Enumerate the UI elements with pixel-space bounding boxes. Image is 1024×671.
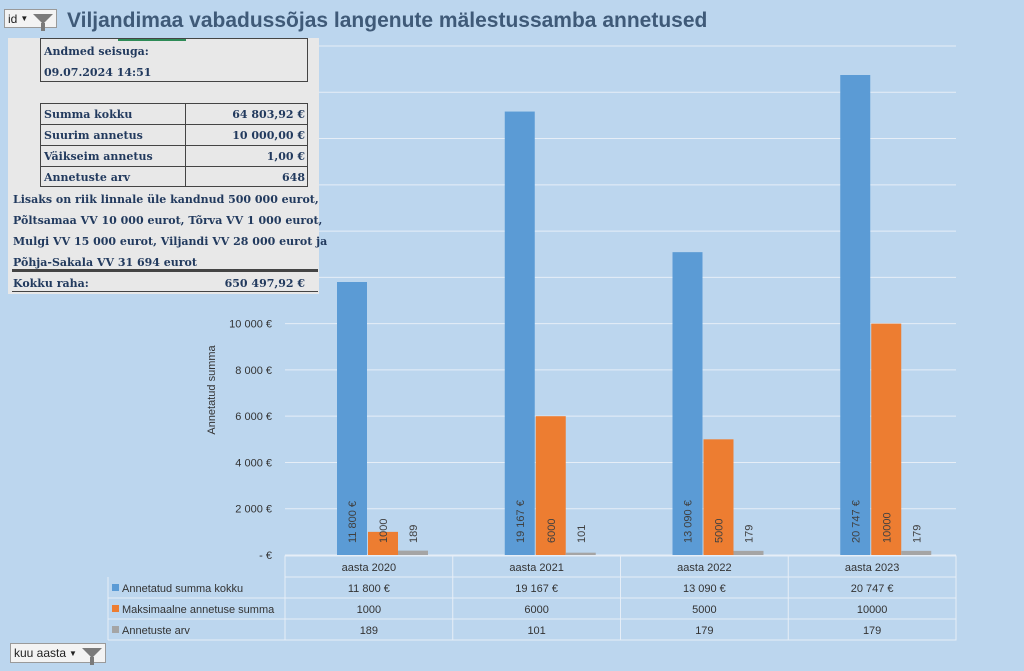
id-filter-label: id (8, 11, 18, 26)
data-label: 6000 (546, 519, 558, 543)
date-label: Andmed seisuga: (44, 45, 149, 58)
year-month-filter-label: kuu aasta (14, 646, 67, 660)
id-filter-button[interactable]: id ▼ (4, 9, 58, 31)
total-divider (12, 269, 318, 272)
table-cell: 189 (360, 625, 378, 637)
bar-total (672, 252, 703, 555)
data-label: 20 747 € (850, 500, 862, 543)
dropdown-arrow-icon: ▼ (20, 14, 29, 23)
data-label: 179 (744, 525, 756, 543)
bar-total (504, 111, 535, 555)
total-underline (12, 291, 318, 292)
y-tick-label: 4 000 € (235, 457, 272, 469)
y-tick-label: 2 000 € (235, 504, 272, 516)
stat-label-min: Väikseim annetus (44, 150, 153, 163)
bar-count (398, 550, 428, 555)
date-box (40, 38, 308, 82)
y-tick-label: 6 000 € (235, 411, 272, 423)
data-label: 101 (576, 525, 588, 543)
data-label: 10000 (881, 512, 893, 543)
year-month-filter-button[interactable]: kuu aasta ▼ (10, 643, 106, 665)
x-tick-label: aasta 2021 (509, 562, 563, 574)
legend-key (112, 584, 119, 591)
x-tick-label: aasta 2023 (845, 562, 899, 574)
table-cell: 20 747 € (851, 583, 894, 595)
filter-funnel-icon (33, 13, 54, 31)
legend-entry: Annetuste arv (122, 625, 190, 637)
bar-max (871, 323, 902, 555)
legend-entry: Annetatud summa kokku (122, 583, 243, 595)
table-cell: 13 090 € (683, 583, 726, 595)
summary-panel: Andmed seisuga: 09.07.2024 14:51 Summa k… (8, 38, 327, 294)
bar-max (368, 531, 398, 555)
y-axis-label: Annetatud summa (206, 344, 218, 434)
stats-row-divider (40, 124, 308, 125)
y-tick-label: - € (259, 550, 272, 562)
stats-row-divider (40, 166, 308, 167)
bar-count (901, 550, 932, 555)
stat-value-count: 648 (282, 171, 305, 184)
table-cell: 179 (695, 625, 713, 637)
x-tick-label: aasta 2020 (342, 562, 396, 574)
data-label: 1000 (378, 519, 390, 543)
data-label: 13 090 € (683, 500, 695, 543)
table-cell: 5000 (692, 604, 716, 616)
note-line: Põhja-Sakala VV 31 694 eurot (13, 256, 197, 269)
stat-label-total: Summa kokku (44, 108, 133, 121)
bar-count (733, 550, 764, 555)
note-line: Lisaks on riik linnale üle kandnud 500 0… (13, 193, 319, 206)
table-cell: 179 (863, 625, 881, 637)
legend-key (112, 626, 119, 633)
bar-max (703, 439, 734, 555)
selection-marker (118, 38, 186, 41)
data-label: 19 167 € (515, 500, 527, 543)
total-value: 650 497,92 € (224, 277, 305, 290)
total-label: Kokku raha: (13, 277, 89, 290)
stat-label-count: Annetuste arv (44, 171, 131, 184)
x-tick-label: aasta 2022 (677, 562, 731, 574)
table-cell: 6000 (524, 604, 548, 616)
page-title: Viljandimaa vabadussõjas langenute mäles… (67, 9, 708, 32)
data-label: 189 (408, 525, 420, 543)
stats-row-divider (40, 145, 308, 146)
stat-value-min: 1,00 € (266, 150, 305, 163)
data-label: 11 800 € (347, 501, 359, 543)
bar-total (337, 281, 367, 555)
note-line: Mulgi VV 15 000 eurot, Viljandi VV 28 00… (13, 235, 328, 248)
dropdown-arrow-icon: ▼ (69, 648, 77, 658)
stat-label-max: Suurim annetus (44, 129, 143, 142)
data-label: 179 (911, 525, 923, 543)
table-cell: 10000 (857, 604, 888, 616)
data-label: 5000 (714, 519, 726, 543)
bar-max (535, 416, 566, 555)
legend-key (112, 605, 119, 612)
y-tick-label: 10 000 € (229, 319, 272, 331)
note-line: Põltsamaa VV 10 000 eurot, Tõrva VV 1 00… (13, 214, 323, 227)
table-cell: 101 (527, 625, 545, 637)
filter-funnel-icon (81, 648, 102, 665)
bar-count (565, 552, 596, 555)
bar-total (840, 75, 871, 555)
stat-value-total: 64 803,92 € (232, 108, 305, 121)
table-cell: 19 167 € (515, 583, 558, 595)
table-cell: 11 800 € (348, 583, 390, 595)
date-value: 09.07.2024 14:51 (44, 66, 152, 79)
y-tick-label: 8 000 € (235, 365, 272, 377)
table-cell: 1000 (357, 604, 381, 616)
legend-entry: Maksimaalne annetuse summa (122, 604, 275, 616)
stat-value-max: 10 000,00 € (232, 129, 305, 142)
